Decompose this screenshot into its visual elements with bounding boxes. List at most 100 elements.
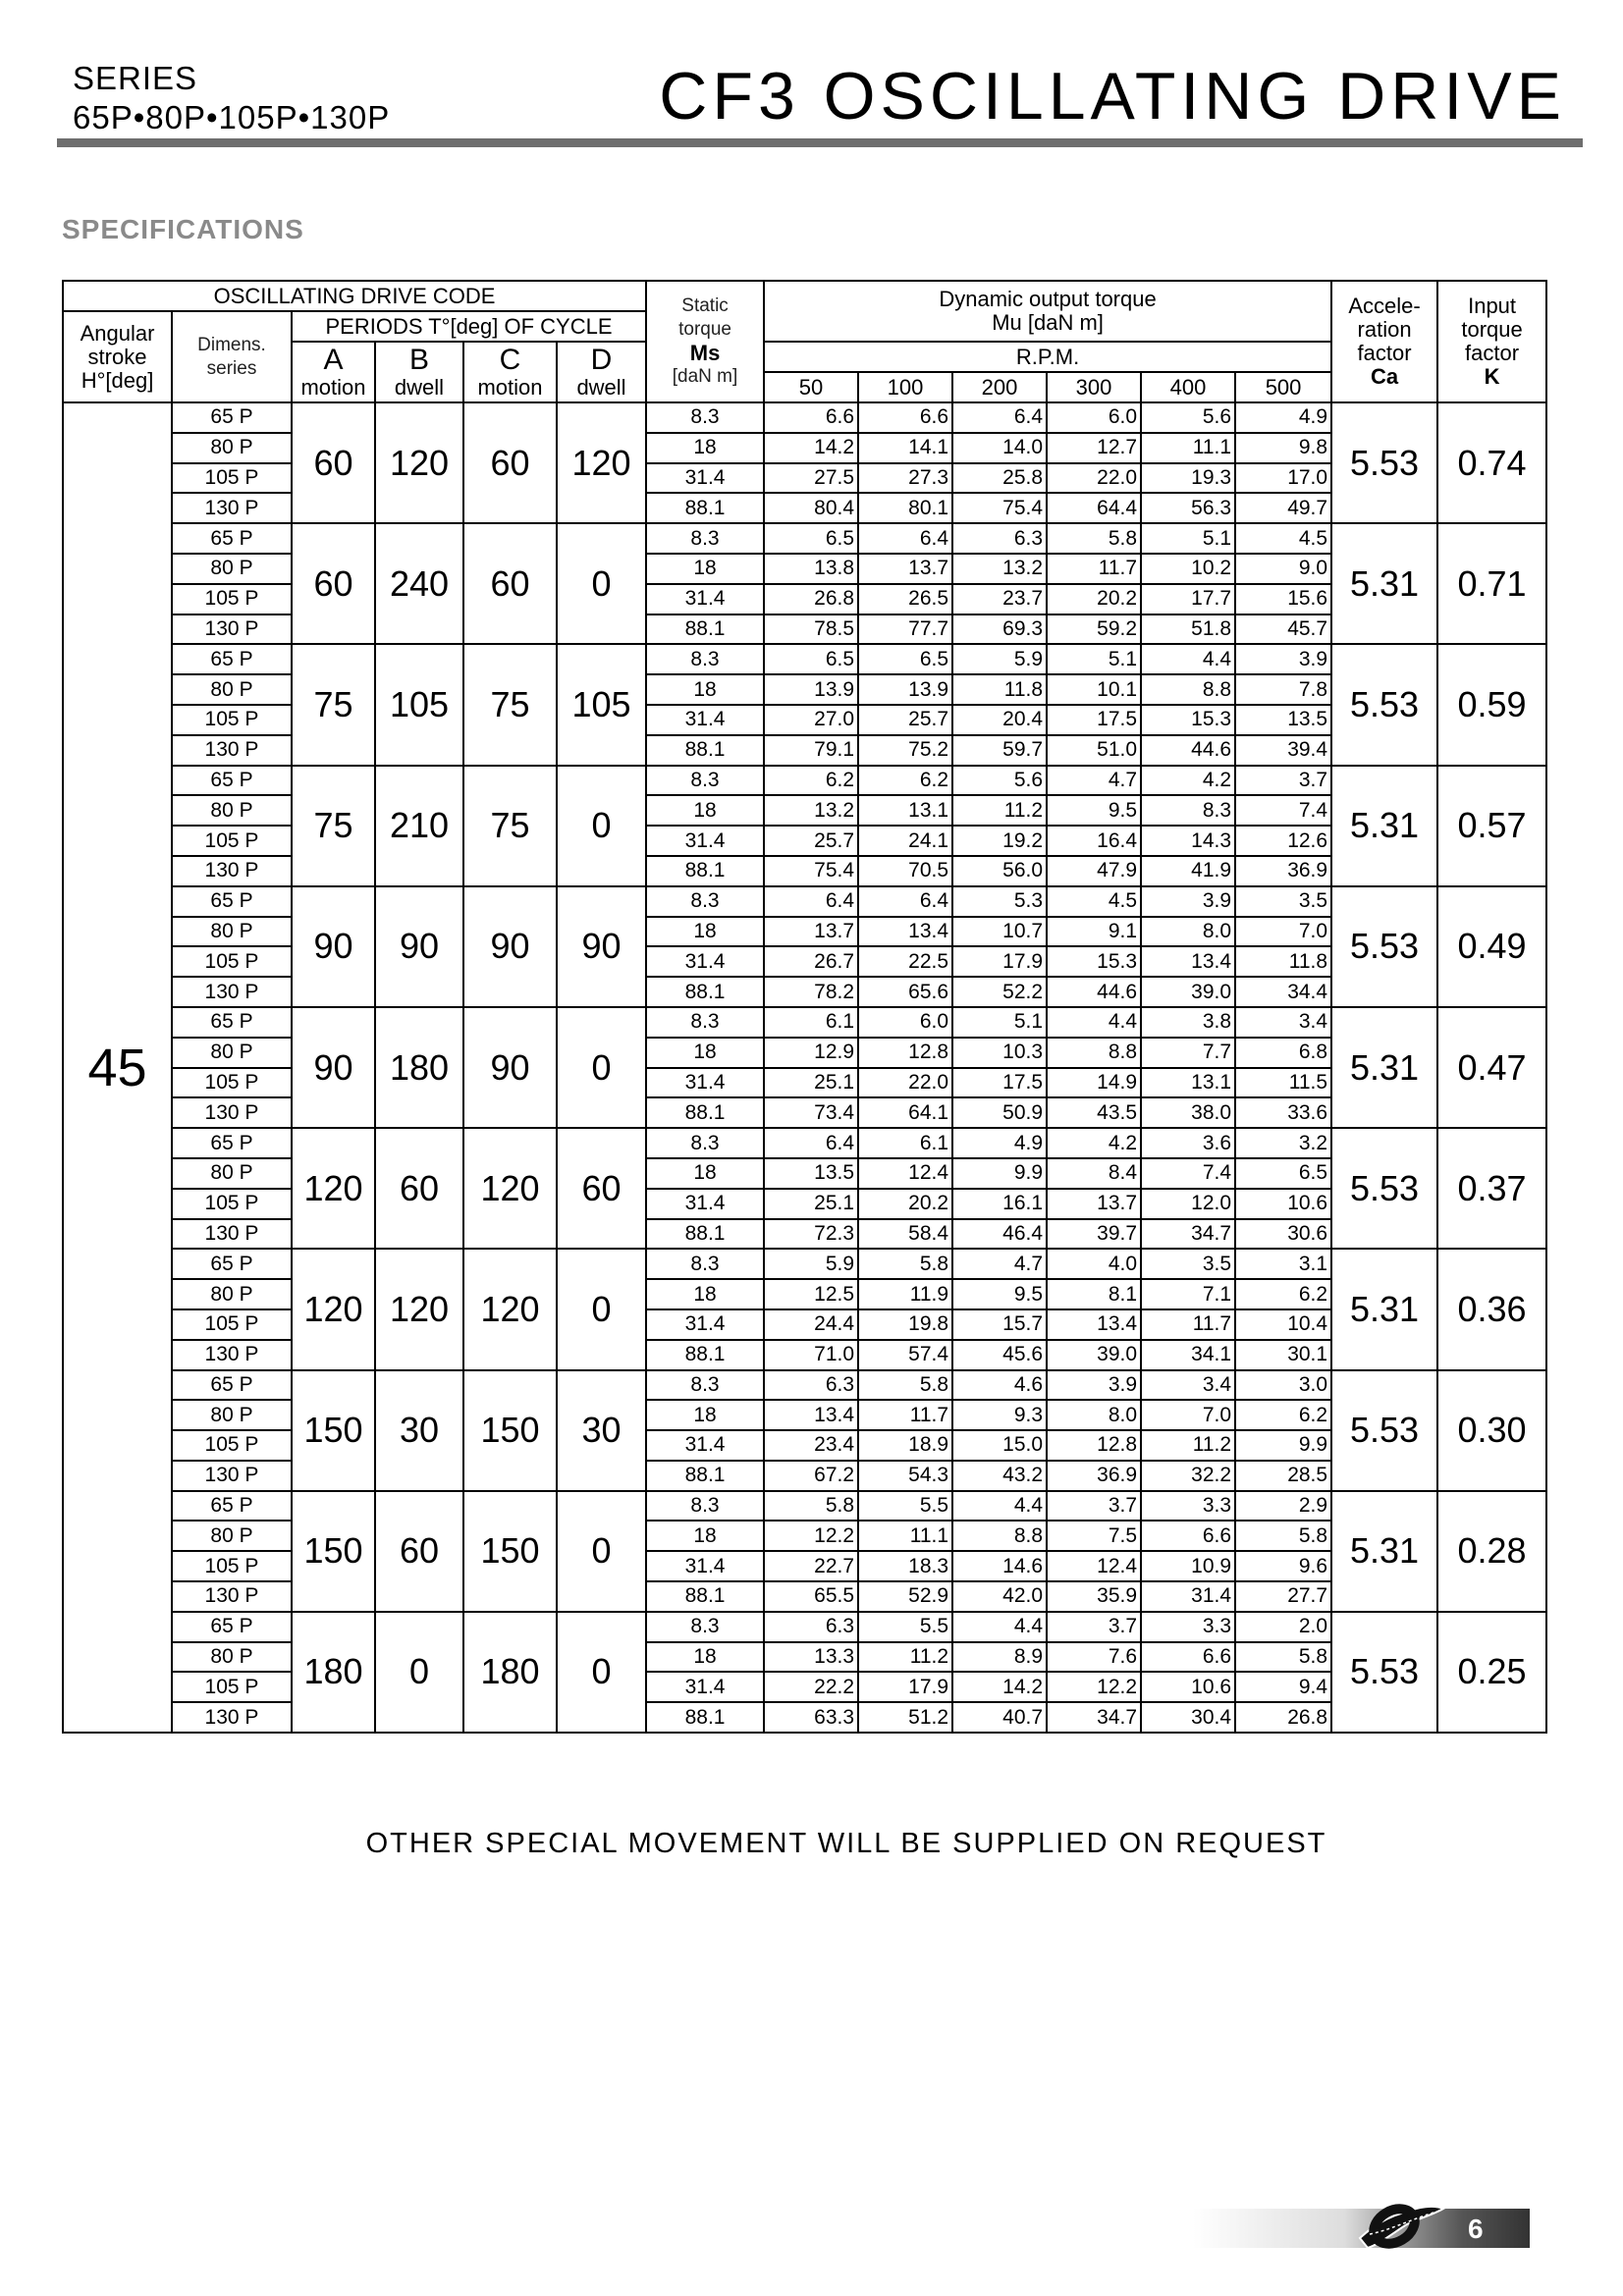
dimension-series-cell: 130 P <box>171 1338 293 1371</box>
period-b-value: 210 <box>374 764 464 887</box>
period-a-value: 150 <box>291 1489 376 1613</box>
period-b-value: 60 <box>374 1127 464 1251</box>
dynamic-torque-cell: 12.7 <box>1046 431 1143 464</box>
dimension-series-cell: 65 P <box>171 764 293 797</box>
dynamic-torque-cell: 19.8 <box>857 1308 954 1341</box>
dynamic-torque-cell: 7.7 <box>1140 1036 1237 1069</box>
dynamic-torque-cell: 17.7 <box>1140 582 1237 615</box>
dynamic-torque-cell: 5.6 <box>1140 401 1237 434</box>
dynamic-torque-cell: 5.6 <box>951 764 1049 797</box>
dynamic-torque-cell: 8.3 <box>1140 794 1237 828</box>
dynamic-torque-cell: 19.2 <box>951 825 1049 857</box>
static-torque-cell: 88.1 <box>645 1217 766 1251</box>
dynamic-torque-cell: 65.6 <box>857 976 954 1008</box>
period-b-value: 30 <box>374 1368 464 1492</box>
dynamic-torque-cell: 3.9 <box>1046 1368 1143 1402</box>
dimension-series-cell: 105 P <box>171 461 293 495</box>
period-b-value: 60 <box>374 1489 464 1613</box>
period-a-value: 60 <box>291 400 376 525</box>
dynamic-torque-cell: 39.0 <box>1046 1338 1143 1371</box>
period-b-value: 120 <box>374 1248 464 1371</box>
dimension-series-cell: 65 P <box>171 643 293 676</box>
input-torque-factor-value: 0.28 <box>1436 1489 1548 1613</box>
table-row: 80 P 18 12.2 11.1 8.8 7.5 6.6 5.8 <box>63 1520 1546 1553</box>
dynamic-torque-cell: 9.9 <box>1234 1429 1333 1462</box>
periods-header: PERIODS T°[deg] OF CYCLE <box>290 310 648 343</box>
dimension-series-cell: 65 P <box>171 1368 293 1402</box>
table-row: 80 P 18 13.8 13.7 13.2 11.7 10.2 9.0 <box>63 552 1546 585</box>
dynamic-torque-cell: 5.9 <box>951 643 1049 676</box>
dimension-series-cell: 130 P <box>171 976 293 1008</box>
dynamic-torque-cell: 13.5 <box>1234 703 1333 736</box>
table-row: 65 P 90 180 90 0 8.3 6.1 6.0 5.1 4.4 3.8 3.4 5.31 0.4… <box>63 1005 1548 1130</box>
dynamic-torque-cell: 14.3 <box>1140 825 1237 857</box>
accel-factor-header: Accele- ration factor Ca <box>1330 280 1439 403</box>
table-row: 130 P 88.1 78.2 65.6 52.2 44.6 39.0 34.4 <box>63 976 1546 1008</box>
dynamic-torque-cell: 17.0 <box>1234 461 1333 495</box>
dynamic-torque-cell: 7.4 <box>1234 794 1333 828</box>
dynamic-torque-cell: 12.9 <box>763 1036 860 1069</box>
static-torque-cell: 8.3 <box>645 643 766 676</box>
dynamic-torque-cell: 13.7 <box>857 552 954 585</box>
dynamic-torque-cell: 4.5 <box>1234 522 1333 555</box>
dynamic-torque-cell: 11.1 <box>857 1520 954 1553</box>
dynamic-torque-cell: 6.6 <box>857 401 954 434</box>
dynamic-torque-cell: 3.8 <box>1140 1005 1237 1039</box>
header-rule <box>57 138 1583 147</box>
period-d-value: 90 <box>555 884 648 1008</box>
dynamic-torque-cell: 12.2 <box>1046 1671 1143 1704</box>
input-torque-factor-value: 0.74 <box>1436 400 1548 525</box>
static-torque-cell: 31.4 <box>645 1066 766 1099</box>
acceleration-factor-value: 5.31 <box>1330 1005 1439 1130</box>
dynamic-torque-cell: 15.0 <box>951 1429 1049 1462</box>
table-row: 80 P 18 13.3 11.2 8.9 7.6 6.6 5.8 <box>63 1640 1546 1674</box>
dynamic-torque-cell: 27.3 <box>857 461 954 495</box>
input-torque-factor-value: 0.30 <box>1436 1368 1548 1492</box>
dynamic-torque-cell: 3.9 <box>1140 884 1237 918</box>
dynamic-torque-cell: 6.3 <box>763 1610 860 1643</box>
dynamic-torque-cell: 27.7 <box>1234 1580 1333 1613</box>
dynamic-torque-cell: 80.1 <box>857 492 954 525</box>
table-row: 105 P 31.4 26.7 22.5 17.9 15.3 13.4 11.8 <box>63 945 1546 979</box>
dynamic-torque-cell: 6.6 <box>1140 1520 1237 1553</box>
dynamic-torque-cell: 32.2 <box>1140 1459 1237 1492</box>
dynamic-torque-cell: 5.8 <box>857 1368 954 1402</box>
static-torque-cell: 88.1 <box>645 1580 766 1613</box>
period-b-value: 120 <box>374 400 464 525</box>
dynamic-torque-cell: 8.9 <box>951 1640 1049 1674</box>
static-torque-cell: 8.3 <box>645 401 766 434</box>
dimension-series-cell: 80 P <box>171 915 293 948</box>
dynamic-torque-cell: 25.1 <box>763 1187 860 1220</box>
acceleration-factor-value: 5.31 <box>1330 522 1439 646</box>
dynamic-torque-cell: 72.3 <box>763 1217 860 1251</box>
dynamic-torque-cell: 44.6 <box>1140 733 1237 767</box>
dynamic-torque-cell: 71.0 <box>763 1338 860 1371</box>
dynamic-torque-cell: 4.4 <box>951 1610 1049 1643</box>
dynamic-torque-cell: 35.9 <box>1046 1580 1143 1613</box>
dynamic-torque-cell: 34.4 <box>1234 976 1333 1008</box>
dynamic-torque-cell: 14.0 <box>951 431 1049 464</box>
static-torque-cell: 18 <box>645 1399 766 1432</box>
table-row: 65 P 90 90 90 90 8.3 6.4 6.4 5.3 4.5 3.9 3.5 5.53 0.4… <box>63 884 1548 1008</box>
table-row: 80 P 18 13.5 12.4 9.9 8.4 7.4 6.5 <box>63 1156 1546 1190</box>
acceleration-factor-value: 5.31 <box>1330 1248 1439 1371</box>
static-torque-cell: 18 <box>645 1278 766 1310</box>
table-row: 105 P 31.4 22.2 17.9 14.2 12.2 10.6 9.4 <box>63 1671 1546 1704</box>
table-row: 105 P 31.4 23.4 18.9 15.0 12.8 11.2 9.9 <box>63 1429 1546 1462</box>
acceleration-factor-value: 5.53 <box>1330 884 1439 1008</box>
dimens-series-header: Dimens. series <box>171 310 293 403</box>
dynamic-torque-cell: 57.4 <box>857 1338 954 1371</box>
page-title: CF3 OSCILLATING DRIVE <box>659 59 1566 133</box>
period-a-value: 180 <box>291 1610 376 1735</box>
dynamic-torque-cell: 33.6 <box>1234 1096 1333 1130</box>
dynamic-torque-cell: 8.0 <box>1140 915 1237 948</box>
period-c-value: 150 <box>462 1368 558 1492</box>
series-models: 65P•80P•105P•130P <box>73 99 391 135</box>
dynamic-torque-cell: 64.4 <box>1046 492 1143 525</box>
dynamic-torque-cell: 6.4 <box>857 884 954 918</box>
dynamic-torque-cell: 59.2 <box>1046 613 1143 646</box>
static-torque-cell: 18 <box>645 673 766 706</box>
dynamic-torque-cell: 10.6 <box>1140 1671 1237 1704</box>
